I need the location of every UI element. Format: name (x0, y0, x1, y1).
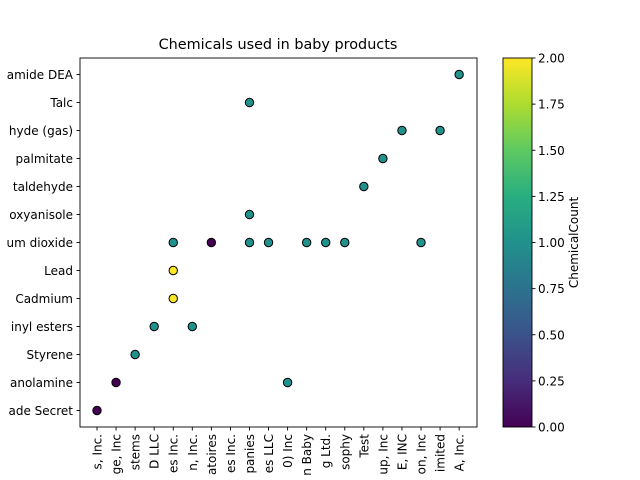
y-tick-label: um dioxide (7, 236, 73, 250)
x-tick-label: es Inc. (167, 434, 181, 473)
x-tick-label: up, Inc (376, 434, 390, 475)
data-point (282, 377, 293, 388)
data-point (187, 321, 198, 332)
y-tick-label: Cadmium (15, 292, 73, 306)
data-point (340, 237, 350, 248)
data-point (397, 125, 407, 136)
x-tick-label: ge, Inc (110, 434, 124, 474)
colorbar-gradient (502, 57, 533, 428)
y-tick-label: oxyanisole (9, 208, 73, 222)
colorbar-tick-label: 1.75 (538, 98, 565, 112)
y-tick-label: Styrene (27, 348, 73, 362)
y-tick-label: palmitate (16, 152, 73, 166)
data-point (378, 153, 388, 164)
data-point (168, 293, 178, 304)
x-tick-label: sophy (338, 434, 352, 470)
x-tick-label: Test (357, 434, 371, 459)
chart-title: Chemicals used in baby products (159, 37, 398, 53)
x-tick-label: D LLC (148, 434, 162, 469)
x-tick-label: n, Inc. (186, 434, 200, 471)
x-tick-label: 0) Inc (281, 434, 295, 468)
colorbar-tick-label: 0.50 (538, 328, 565, 342)
y-tick-label: taldehyde (13, 180, 73, 194)
colorbar-tick-label: 1.00 (538, 236, 565, 250)
data-point (416, 237, 426, 248)
data-point (244, 209, 255, 220)
y-tick-label: amide DEA (7, 68, 74, 82)
data-point (149, 321, 159, 332)
plot-area: ade Secret anolamine Styrene inyl esters Cad… (7, 57, 478, 476)
y-tick-label: hyde (gas) (9, 124, 73, 138)
x-tick-label: s, Inc. (91, 434, 105, 469)
x-tick-label: stems (129, 434, 143, 470)
colorbar-tick-label: 0.25 (538, 374, 565, 388)
x-tick-label: A, Inc. (453, 434, 467, 471)
x-tick-label: g Ltd. (319, 434, 333, 468)
colorbar-tick-label: 1.25 (538, 190, 565, 204)
data-point (321, 237, 331, 248)
colorbar-tick-label: 1.50 (538, 144, 565, 158)
colorbar-tick-label: 0.00 (538, 421, 565, 435)
data-point (359, 181, 369, 192)
colorbar-tick-label: 0.75 (538, 282, 565, 296)
x-tick-label: atoires (205, 434, 219, 475)
x-tick-label: panies (243, 434, 257, 474)
data-point (301, 237, 312, 248)
data-point (111, 377, 121, 388)
x-tick-label: es Inc. (224, 434, 238, 473)
y-tick-label: inyl esters (11, 320, 73, 334)
data-point (435, 125, 445, 136)
y-tick-label: Talc (49, 96, 73, 110)
data-point (244, 97, 255, 108)
x-tick-label: imited (434, 434, 448, 472)
x-tick-label: E, INC (395, 434, 409, 470)
x-tick-label: es LLC (262, 434, 276, 473)
data-point (206, 237, 217, 248)
data-point (263, 237, 274, 248)
colorbar-label: ChemicalCount (567, 197, 581, 289)
data-point (92, 405, 102, 416)
x-tick-label: on, Inc (415, 434, 429, 474)
data-point (168, 237, 178, 248)
y-tick-label: Lead (44, 264, 73, 278)
y-tick-label: anolamine (10, 376, 73, 390)
data-point (244, 237, 255, 248)
x-tick-label: n Baby (300, 434, 314, 476)
data-point (168, 265, 178, 276)
colorbar-tick-label: 2.00 (538, 52, 565, 66)
y-tick-label: ade Secret (8, 404, 73, 418)
data-point (130, 349, 140, 360)
data-point (454, 69, 464, 80)
colorbar: 0.00 0.25 0.50 0.75 1.00 1.25 1.50 1.75 2.00 (502, 52, 565, 435)
